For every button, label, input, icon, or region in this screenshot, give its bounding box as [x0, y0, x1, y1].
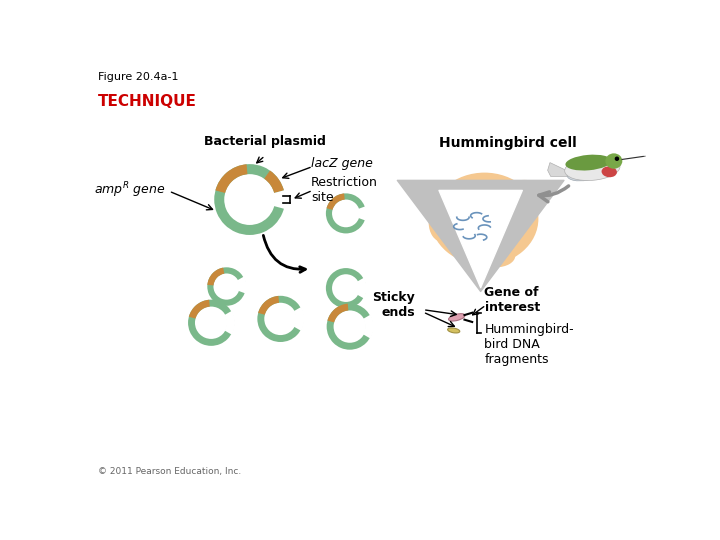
Wedge shape — [237, 276, 246, 293]
Wedge shape — [326, 193, 366, 233]
Ellipse shape — [503, 180, 546, 214]
Wedge shape — [188, 300, 234, 346]
Wedge shape — [189, 300, 210, 319]
Wedge shape — [215, 164, 248, 193]
Text: $amp^R$ gene: $amp^R$ gene — [94, 180, 165, 200]
Wedge shape — [359, 206, 366, 220]
Text: Figure 20.4a-1: Figure 20.4a-1 — [98, 72, 179, 83]
Ellipse shape — [564, 157, 620, 180]
Ellipse shape — [451, 202, 503, 251]
Wedge shape — [274, 190, 286, 209]
Wedge shape — [294, 307, 305, 331]
Wedge shape — [327, 193, 345, 210]
Ellipse shape — [573, 170, 603, 180]
Wedge shape — [357, 278, 366, 299]
Ellipse shape — [567, 164, 605, 181]
Wedge shape — [257, 296, 304, 342]
Wedge shape — [264, 171, 284, 193]
Ellipse shape — [449, 314, 465, 321]
Ellipse shape — [606, 153, 622, 168]
Wedge shape — [207, 268, 224, 286]
Wedge shape — [328, 303, 348, 322]
Circle shape — [616, 157, 618, 160]
Ellipse shape — [428, 204, 456, 242]
Ellipse shape — [565, 154, 611, 171]
Text: Hummingbird-
bird DNA
fragments: Hummingbird- bird DNA fragments — [485, 323, 574, 366]
Text: Bacterial plasmid: Bacterial plasmid — [204, 135, 326, 148]
Polygon shape — [548, 163, 567, 177]
Text: TECHNIQUE: TECHNIQUE — [98, 94, 197, 109]
FancyArrow shape — [621, 156, 647, 160]
Wedge shape — [225, 311, 235, 335]
Wedge shape — [258, 296, 279, 315]
Wedge shape — [326, 268, 366, 308]
Wedge shape — [327, 303, 373, 350]
Ellipse shape — [601, 166, 617, 177]
Text: © 2011 Pearson Education, Inc.: © 2011 Pearson Education, Inc. — [98, 467, 241, 476]
Text: Restriction
site: Restriction site — [311, 176, 378, 204]
Wedge shape — [215, 164, 285, 235]
Ellipse shape — [477, 244, 516, 267]
Text: Hummingbird cell: Hummingbird cell — [438, 136, 577, 150]
Text: lacZ gene: lacZ gene — [311, 157, 373, 170]
Text: Gene of
interest: Gene of interest — [485, 286, 540, 314]
Ellipse shape — [431, 173, 539, 265]
Wedge shape — [207, 267, 246, 306]
Text: Sticky
ends: Sticky ends — [372, 291, 415, 319]
Ellipse shape — [448, 328, 460, 333]
Wedge shape — [363, 315, 374, 339]
